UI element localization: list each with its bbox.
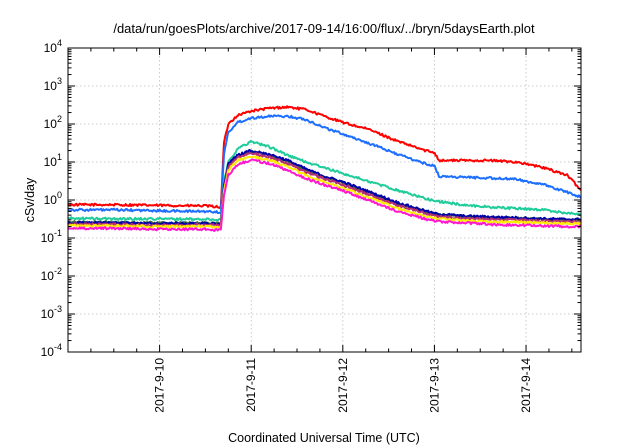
x-tick-label: 2017-9-11 xyxy=(244,358,258,412)
x-tick-label: 2017-9-10 xyxy=(153,358,167,413)
y-tick-label: 101 xyxy=(44,152,62,169)
x-tick-label: 2017-9-14 xyxy=(519,358,533,413)
series-group xyxy=(67,105,582,232)
axis-ticks xyxy=(68,47,581,353)
y-axis-label: cSv/day xyxy=(23,177,37,222)
y-tick-label: 10-4 xyxy=(41,342,62,359)
x-axis-label: Coordinated Universal Time (UTC) xyxy=(228,431,420,445)
series-line-5 xyxy=(67,149,581,227)
y-tick-label: 103 xyxy=(44,76,62,93)
series-line-1 xyxy=(67,105,582,209)
y-tick-label: 10-3 xyxy=(41,304,62,321)
y-tick-labels: 10-4 10-3 10-2 10-1 100 101 102 103 104 xyxy=(41,38,62,359)
series-line-7 xyxy=(67,155,582,229)
y-tick-label: 104 xyxy=(44,38,62,55)
x-tick-label: 2017-9-13 xyxy=(427,358,441,413)
series-line-8 xyxy=(67,158,582,232)
series-line-3 xyxy=(67,139,581,222)
y-tick-label: 100 xyxy=(44,190,62,207)
series-line-6 xyxy=(67,152,582,228)
y-tick-label: 102 xyxy=(44,114,62,131)
y-tick-label: 10-2 xyxy=(41,266,62,283)
x-tick-labels: 2017-9-10 2017-9-11 2017-9-12 2017-9-13 2017… xyxy=(153,358,533,413)
chart-title: /data/run/goesPlots/archive/2017-09-14/1… xyxy=(113,21,535,36)
x-tick-label: 2017-9-12 xyxy=(336,358,350,413)
y-tick-label: 10-1 xyxy=(41,228,62,245)
grid xyxy=(68,48,581,352)
series-line-2 xyxy=(67,114,582,214)
